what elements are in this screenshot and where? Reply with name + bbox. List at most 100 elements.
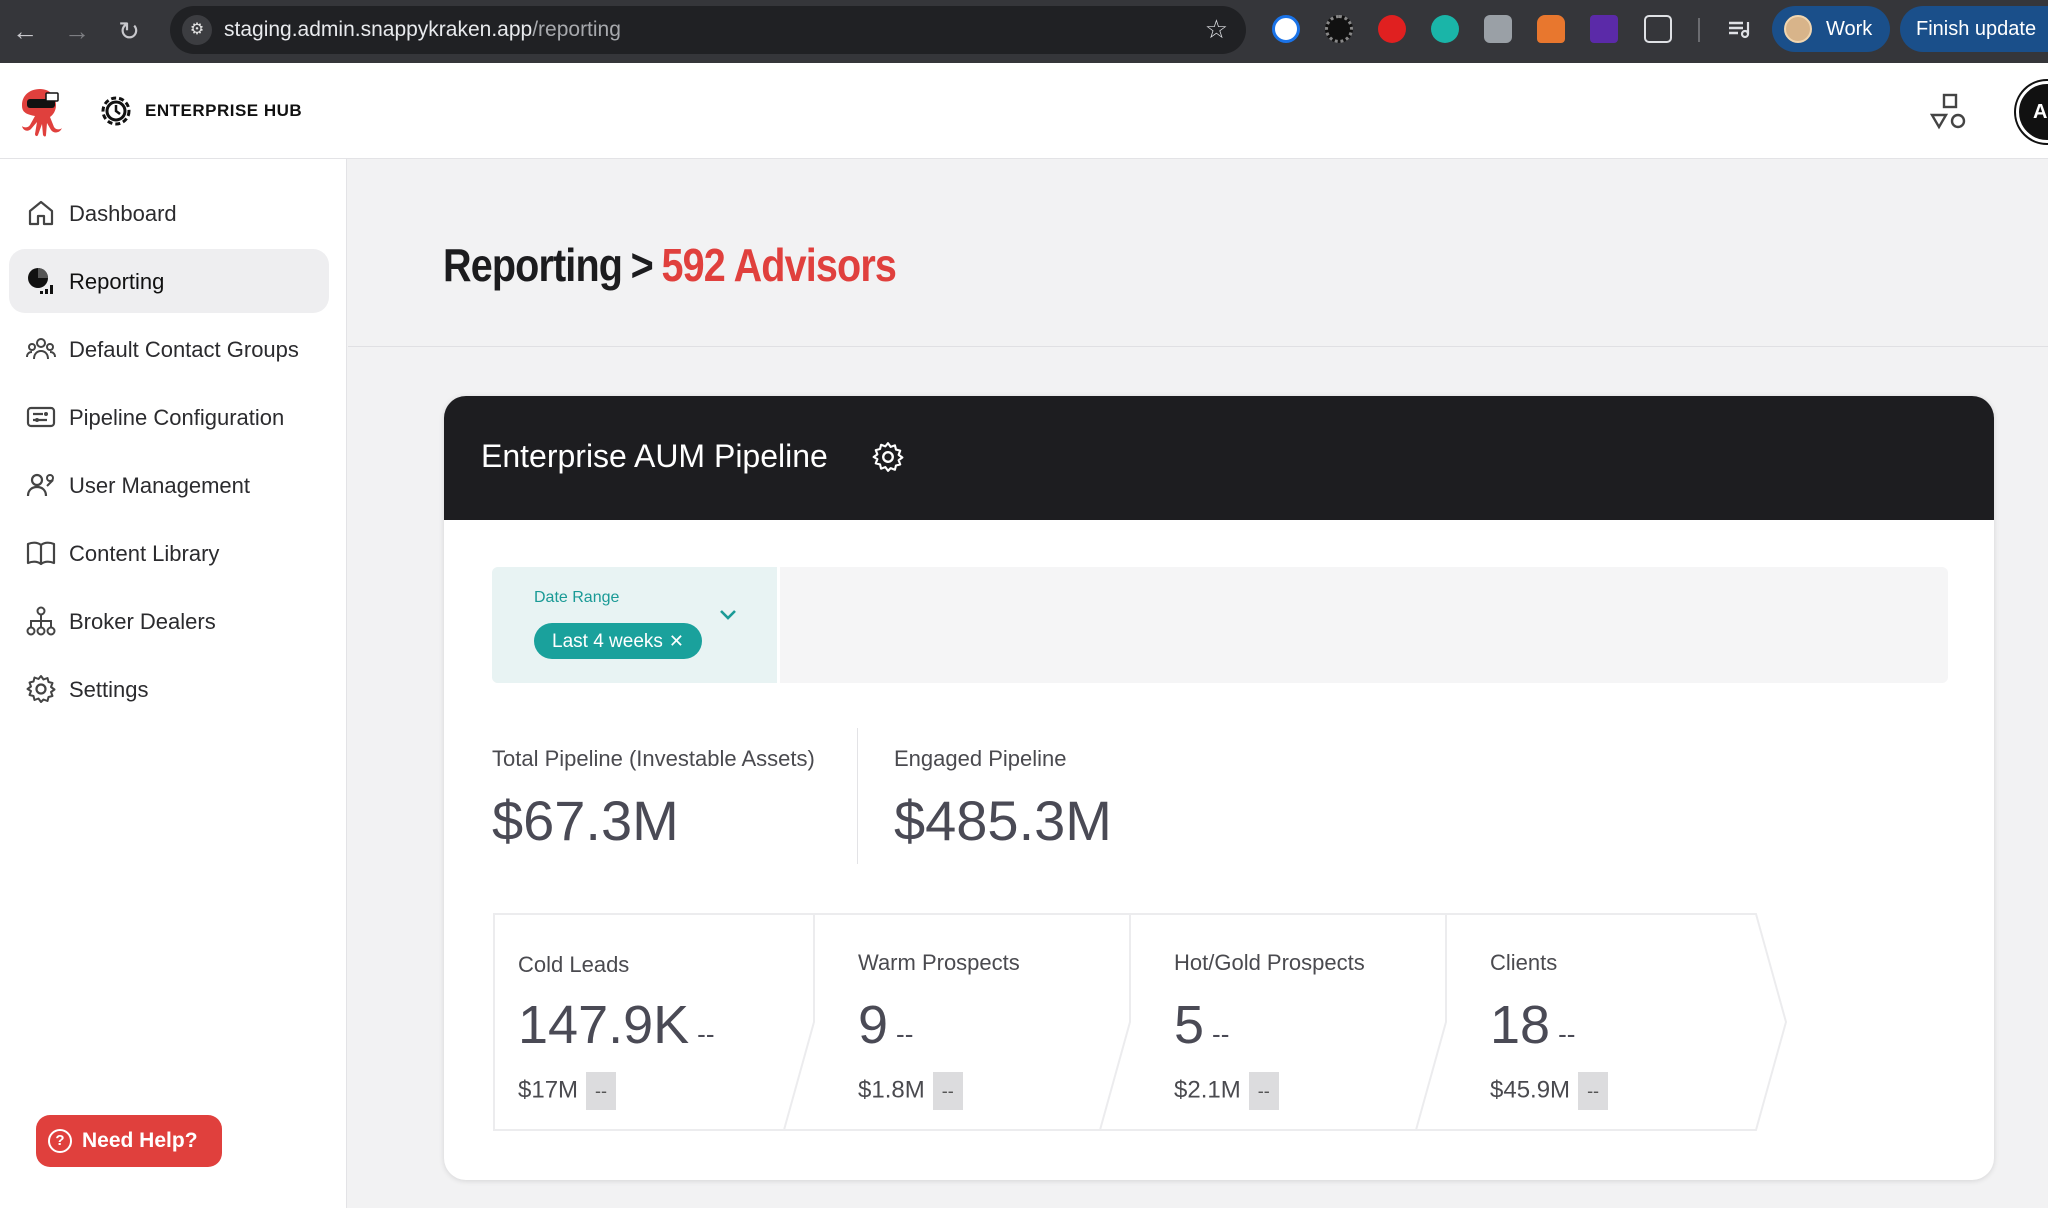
sidebar-item-user-management[interactable]: User Management [9,453,329,517]
card-title: Enterprise AUM Pipeline [481,438,828,474]
sidebar-item-label: Content Library [69,541,220,566]
stage-count-change: -- [1212,1019,1230,1049]
finish-update-label: Finish update [1916,18,2037,40]
funnel-chevrons [493,913,1788,1131]
sidebar-item-label: User Management [69,473,250,498]
extensions-puzzle-icon[interactable] [1644,15,1672,43]
stage-amount-value: $17M [518,1076,579,1104]
address-bar[interactable]: ⚙ staging.admin.snappykraken.app/reporti… [170,6,1246,54]
media-queue-icon[interactable] [1725,15,1753,43]
stage-count-value: 147.9K [518,995,690,1055]
sidebar-item-label: Settings [69,677,149,702]
camera-extension-icon[interactable] [1484,15,1512,43]
stage-hot-gold-prospects[interactable]: Hot/Gold Prospects 5 -- $2.1M -- [1130,912,1446,1132]
sun-extension-icon[interactable] [1325,15,1353,43]
contact-groups-icon [26,338,56,360]
card-settings-gear-icon[interactable] [871,440,905,474]
date-range-chip[interactable]: Last 4 weeks ✕ [534,623,702,659]
stage-count-value: 18 [1490,995,1551,1055]
stage-amount: $1.8M -- [858,1072,963,1110]
stage-warm-prospects[interactable]: Warm Prospects 9 -- $1.8M -- [814,912,1130,1132]
stage-amount-change: -- [1248,1072,1279,1110]
total-pipeline-label: Total Pipeline (Investable Assets) [492,746,815,771]
m-extension-icon[interactable] [1431,15,1459,43]
enterprise-gear-icon [101,96,131,126]
forward-icon[interactable]: → [64,16,90,46]
date-range-filter[interactable]: Date Range Last 4 weeks ✕ [492,567,780,683]
sidebar-item-label: Broker Dealers [69,609,216,634]
bookmark-star-icon[interactable]: ☆ [1204,14,1228,44]
chip-remove-icon[interactable]: ✕ [668,631,684,651]
stage-count: 9 -- [858,994,913,1056]
help-icon: ? [48,1129,72,1153]
hand-extension-icon[interactable] [1378,15,1406,43]
engaged-pipeline-label: Engaged Pipeline [894,746,1067,771]
stage-amount-change: -- [1578,1072,1609,1110]
stage-count-value: 9 [858,995,889,1055]
gear-icon [26,675,56,703]
title-divider [348,346,2048,347]
stage-count: 5 -- [1174,994,1229,1056]
toolbar-divider [1698,18,1700,42]
site-settings-icon[interactable]: ⚙ [182,15,212,45]
need-help-label: Need Help? [82,1129,198,1152]
breadcrumb-reporting[interactable]: Reporting [443,239,623,291]
password-manager-extension-icon[interactable] [1272,15,1300,43]
sidebar-item-label: Dashboard [69,201,177,226]
home-icon [28,200,54,226]
stage-name: Clients [1490,950,1558,975]
ja-extension-icon[interactable] [1590,15,1618,43]
stage-count: 147.9K -- [518,994,714,1056]
stage-amount-value: $45.9M [1490,1076,1571,1104]
stage-amount-value: $1.8M [858,1076,925,1104]
metric-divider [857,728,858,864]
breadcrumb-separator: > [630,239,654,291]
stage-count-value: 5 [1174,995,1205,1055]
sidebar-item-label: Pipeline Configuration [69,405,285,430]
url-text[interactable]: staging.admin.snappykraken.app/reporting [224,18,621,42]
user-avatar[interactable]: AI [2016,81,2048,143]
stage-amount-change: -- [586,1072,617,1110]
stage-amount: $17M -- [518,1072,617,1110]
need-help-button[interactable]: ? Need Help? [36,1115,222,1167]
stage-amount: $45.9M -- [1490,1072,1609,1110]
app-header: ENTERPRISE HUB AI [0,63,2048,159]
sidebar-item-dashboard[interactable]: Dashboard [9,181,329,245]
url-path: /reporting [532,18,621,41]
pipeline-funnel: Cold Leads 147.9K -- $17M -- Warm Prospect… [492,912,1792,1132]
sidebar-item-reporting[interactable]: Reporting [9,249,329,313]
breadcrumb-advisors-count: 592 Advisors [661,239,897,291]
snappy-kraken-logo[interactable] [16,85,64,137]
sidebar-item-label: Reporting [69,269,165,294]
stage-name: Warm Prospects [858,950,1020,975]
stage-amount: $2.1M -- [1174,1072,1279,1110]
date-range-label: Date Range [534,589,620,606]
profile-button[interactable]: Work [1772,6,1890,52]
breadcrumb: Reporting >592 Advisors [443,238,897,292]
avatar-extension-icon[interactable] [1537,15,1565,43]
shapes-icon[interactable] [1928,91,1968,131]
back-icon[interactable]: ← [12,16,38,46]
url-host: staging.admin.snappykraken.app [224,18,533,41]
sidebar-item-label: Default Contact Groups [69,337,299,362]
stage-name: Hot/Gold Prospects [1174,950,1365,975]
stage-cold-leads[interactable]: Cold Leads 147.9K -- $17M -- [492,912,822,1132]
sidebar-item-broker-dealers[interactable]: Broker Dealers [9,589,329,653]
sidebar: Dashboard Reporting Default Contact Grou… [0,159,347,1208]
user-management-icon [26,473,54,497]
sidebar-item-content-library[interactable]: Content Library [9,521,329,585]
total-pipeline-value: $67.3M [492,789,679,852]
enterprise-hub-label: ENTERPRISE HUB [145,101,303,120]
engaged-pipeline-value: $485.3M [894,789,1112,852]
card-header: Enterprise AUM Pipeline [444,396,1994,520]
sidebar-item-default-contact-groups[interactable]: Default Contact Groups [9,317,329,381]
enterprise-aum-pipeline-card: Enterprise AUM Pipeline Date Range Last … [444,396,1994,1180]
stage-clients[interactable]: Clients 18 -- $45.9M -- [1446,912,1762,1132]
sidebar-item-settings[interactable]: Settings [9,657,329,721]
hierarchy-icon [26,606,56,636]
chevron-down-icon[interactable] [718,607,738,623]
stage-count: 18 -- [1490,994,1575,1056]
sidebar-item-pipeline-configuration[interactable]: Pipeline Configuration [9,385,329,449]
finish-update-button[interactable]: Finish update [1900,6,2048,52]
reload-icon[interactable]: ↻ [118,16,140,46]
